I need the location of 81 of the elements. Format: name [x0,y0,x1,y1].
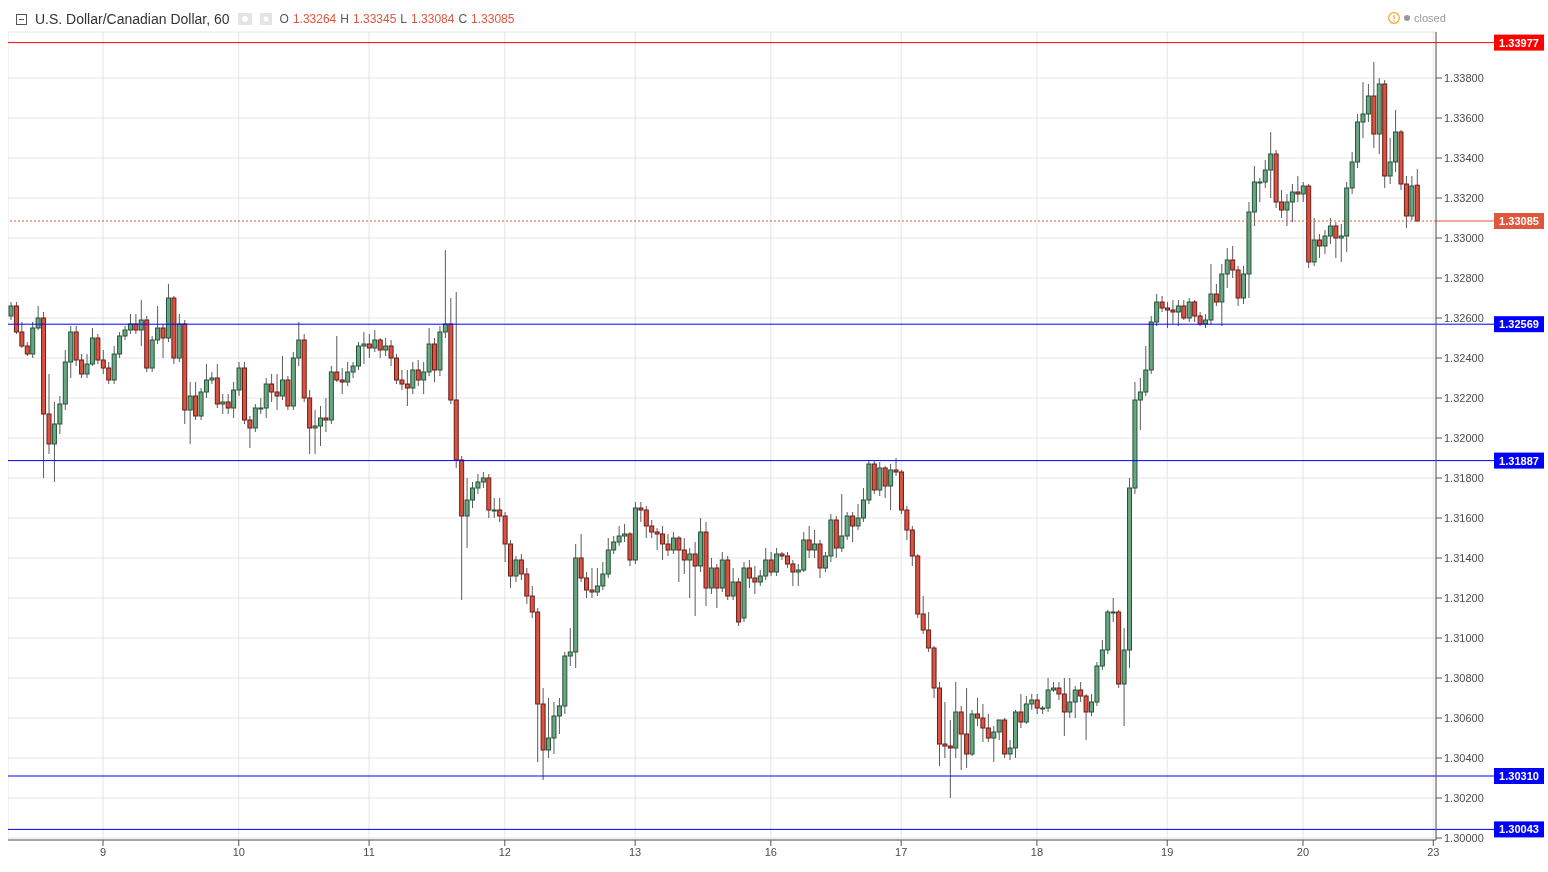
x-tick-label: 10 [232,845,245,858]
y-tick-label: 1.30000 [1444,831,1484,844]
candlestick [366,333,372,359]
ref-line-label: 1.30043 [1499,823,1539,836]
x-tick-label: 9 [99,845,107,858]
candlestick [1311,217,1317,267]
candlestick [817,539,823,579]
text: O 1.33264 H 1.33345 L 1.33084 C 1.33085 [279,12,515,26]
y-tick-label: 1.33400 [1444,151,1484,164]
candlestick [708,557,714,595]
candlestick [877,461,883,497]
y-tick-label: 1.32000 [1444,431,1484,444]
candlestick [513,555,519,583]
candlestick [225,393,231,415]
candlestick [415,359,421,387]
y-tick-label: 1.31800 [1444,471,1484,484]
candlestick [768,551,774,577]
candlestick [1300,181,1306,203]
candlestick [1317,233,1323,259]
ref-line-label: 1.33977 [1499,36,1539,49]
candlestick [279,355,285,401]
candlestick [1186,297,1192,323]
candlestick [187,381,193,445]
candlestick [882,465,888,499]
x-tick-label: 23 [1427,845,1440,858]
candlestick [220,393,226,415]
x-tick-label: 11 [363,845,375,858]
ref-line-label: 1.30310 [1499,770,1539,782]
y-tick-label: 1.32600 [1444,311,1484,324]
candlestick [1295,175,1301,203]
y-tick-label: 1.32200 [1444,391,1484,404]
candlestick [687,547,693,599]
candlestick [193,381,199,421]
candlestick [1181,299,1187,321]
y-tick-label: 1.31600 [1444,511,1484,524]
candlestick [888,463,894,511]
chart-title: U.S. Dollar/Canadian Dollar, 60 [35,11,230,27]
candlestick [714,563,720,609]
ref-line-label: 1.33085 [1499,215,1539,227]
y-tick-label: 1.30800 [1444,671,1484,684]
y-tick-label: 1.31000 [1444,631,1484,644]
x-tick-label: 19 [1161,845,1174,858]
y-tick-label: 1.33600 [1444,111,1484,124]
y-tick-label: 1.31200 [1444,591,1484,604]
ref-line-label: 1.31887 [1499,454,1539,467]
candlestick [377,337,383,359]
y-tick-label: 1.31400 [1444,551,1484,564]
candlestick [1175,299,1181,327]
x-tick-label: 12 [498,845,511,858]
x-tick-label: 20 [1296,845,1310,858]
candlestick [138,299,144,347]
ref-line-label: 1.32569 [1499,318,1539,331]
y-tick-label: 1.30400 [1444,751,1484,764]
candlestick [1213,283,1219,307]
candlestick [730,567,736,601]
y-tick-label: 1.33200 [1444,191,1484,204]
candlestick [323,397,329,433]
y-tick-label: 1.30600 [1444,711,1484,724]
candlestick [133,313,139,335]
y-tick-label: 1.32800 [1444,271,1484,284]
x-tick-label: 16 [764,845,777,858]
y-tick-label: 1.33000 [1444,231,1484,244]
x-tick-label: 18 [1030,845,1044,858]
candlestick [850,511,856,543]
candlestick [774,547,780,577]
candlestick [1034,693,1040,715]
candlestick [1018,693,1024,729]
y-tick-label: 1.32400 [1444,351,1484,364]
candlestick [160,323,166,359]
candlestick [491,497,497,519]
candlestick [692,541,698,617]
candlestick [806,525,812,559]
y-tick-label: 1.33800 [1444,71,1484,84]
candlestick [812,529,818,559]
candlestick [670,531,676,555]
y-tick-label: 1.30200 [1444,791,1484,804]
candlestick [372,329,378,353]
candlestick [410,361,416,395]
x-tick-label: 13 [629,845,642,858]
x-tick-label: 17 [895,845,908,858]
text: closed [1414,12,1446,24]
